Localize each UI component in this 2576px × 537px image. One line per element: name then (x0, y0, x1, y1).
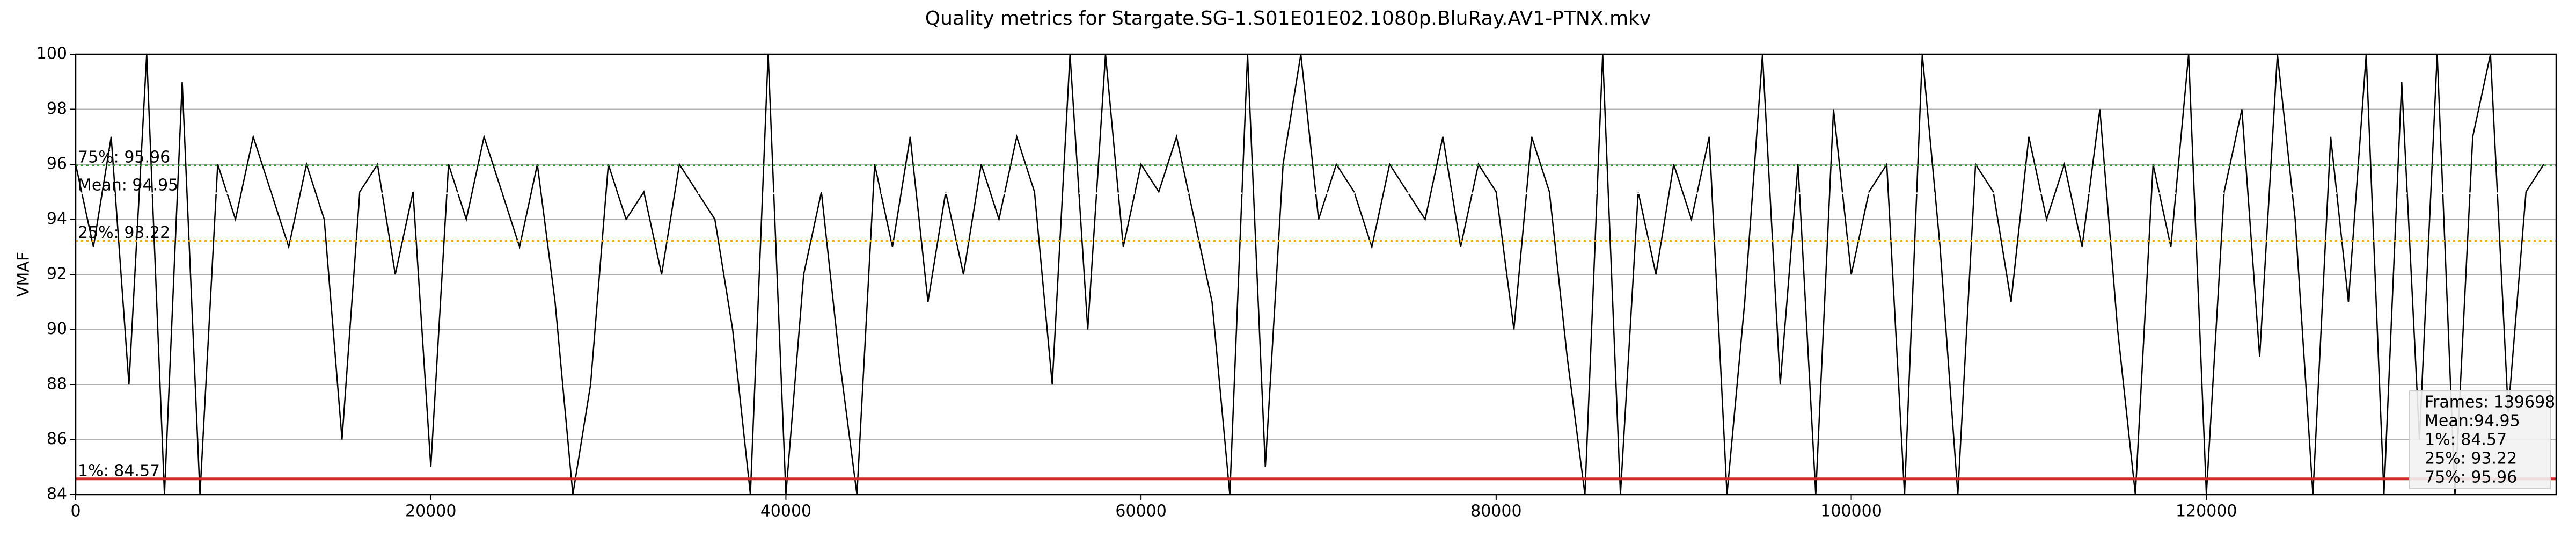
plot-frame (75, 53, 2557, 496)
y-tick-label: 84 (47, 485, 67, 504)
x-tick-label: 120000 (2176, 502, 2237, 521)
stats-line: 1%: 84.57 (2425, 431, 2507, 449)
stats-line: 75%: 95.96 (2425, 468, 2517, 487)
x-tick-label: 80000 (1470, 502, 1521, 521)
x-tick-label: 20000 (405, 502, 456, 521)
y-tick-label: 86 (47, 430, 67, 448)
reference-label: 1%: 84.57 (78, 461, 160, 480)
stats-line: Frames: 139698 (2425, 393, 2555, 412)
chart-title: Quality metrics for Stargate.SG-1.S01E01… (925, 8, 1651, 30)
reference-label: Mean: 94.95 (78, 176, 178, 194)
y-tick-label: 98 (47, 99, 67, 118)
y-axis-label: VMAF (14, 252, 33, 297)
plot-area: 84 86 88 90 92 94 96 98 100 0 20000 40000 60000 80000… (36, 45, 2557, 521)
reference-label: 75%: 95.96 (78, 148, 170, 167)
y-tick-label: 88 (47, 375, 67, 394)
stats-line: Mean:94.95 (2425, 412, 2520, 431)
x-tick-label: 60000 (1115, 502, 1166, 521)
y-tick-label: 92 (47, 265, 67, 284)
stats-line: 25%: 93.22 (2425, 449, 2517, 468)
reference-label: 25%: 93.22 (78, 223, 170, 242)
stats-box (2409, 390, 2551, 489)
y-tick-label: 96 (47, 155, 67, 173)
y-tick-label: 100 (36, 45, 67, 63)
x-tick-label: 0 (70, 502, 80, 521)
y-tick-label: 90 (47, 320, 67, 338)
y-tick-label: 94 (47, 209, 67, 228)
data-line (76, 54, 2544, 495)
x-tick-label: 40000 (760, 502, 811, 521)
x-tick-label: 100000 (1820, 502, 1882, 521)
